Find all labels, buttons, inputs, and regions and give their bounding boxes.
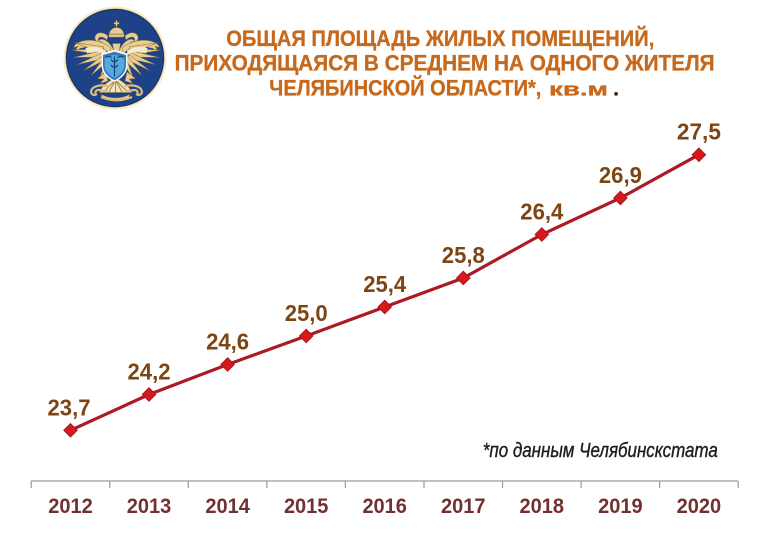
svg-text:25,4: 25,4 xyxy=(363,271,406,297)
svg-text:2015: 2015 xyxy=(284,494,329,518)
svg-text:27,5: 27,5 xyxy=(677,119,721,145)
svg-text:ОБЩАЯ ПЛОЩАДЬ ЖИЛЫХ ПОМЕЩЕНИЙ,: ОБЩАЯ ПЛОЩАДЬ ЖИЛЫХ ПОМЕЩЕНИЙ, xyxy=(226,26,654,51)
svg-text:ЧЕЛЯБИНСКОЙ ОБЛАСТИ*,кв.м.: ЧЕЛЯБИНСКОЙ ОБЛАСТИ*, кв.м. xyxy=(269,75,619,100)
svg-text:2020: 2020 xyxy=(677,494,722,518)
svg-text:ПРИХОДЯЩАЯСЯ В СРЕДНЕМ НА ОДНО: ПРИХОДЯЩАЯСЯ В СРЕДНЕМ НА ОДНОГО ЖИТЕЛЯ xyxy=(175,51,715,76)
svg-text:24,6: 24,6 xyxy=(206,329,249,355)
svg-text:2012: 2012 xyxy=(48,494,93,518)
svg-text:26,4: 26,4 xyxy=(520,199,563,225)
svg-text:2013: 2013 xyxy=(127,494,172,518)
svg-text:25,8: 25,8 xyxy=(442,242,485,268)
svg-text:*по данным Челябинскстата: *по данным Челябинскстата xyxy=(483,440,718,462)
svg-text:2014: 2014 xyxy=(205,494,250,518)
svg-text:2019: 2019 xyxy=(598,494,643,518)
svg-text:2017: 2017 xyxy=(441,494,486,518)
svg-text:25,0: 25,0 xyxy=(285,300,328,326)
svg-text:26,9: 26,9 xyxy=(599,162,642,188)
svg-text:2016: 2016 xyxy=(362,494,407,518)
svg-text:23,7: 23,7 xyxy=(48,394,91,420)
svg-text:24,2: 24,2 xyxy=(128,359,171,385)
svg-text:2018: 2018 xyxy=(520,494,565,518)
